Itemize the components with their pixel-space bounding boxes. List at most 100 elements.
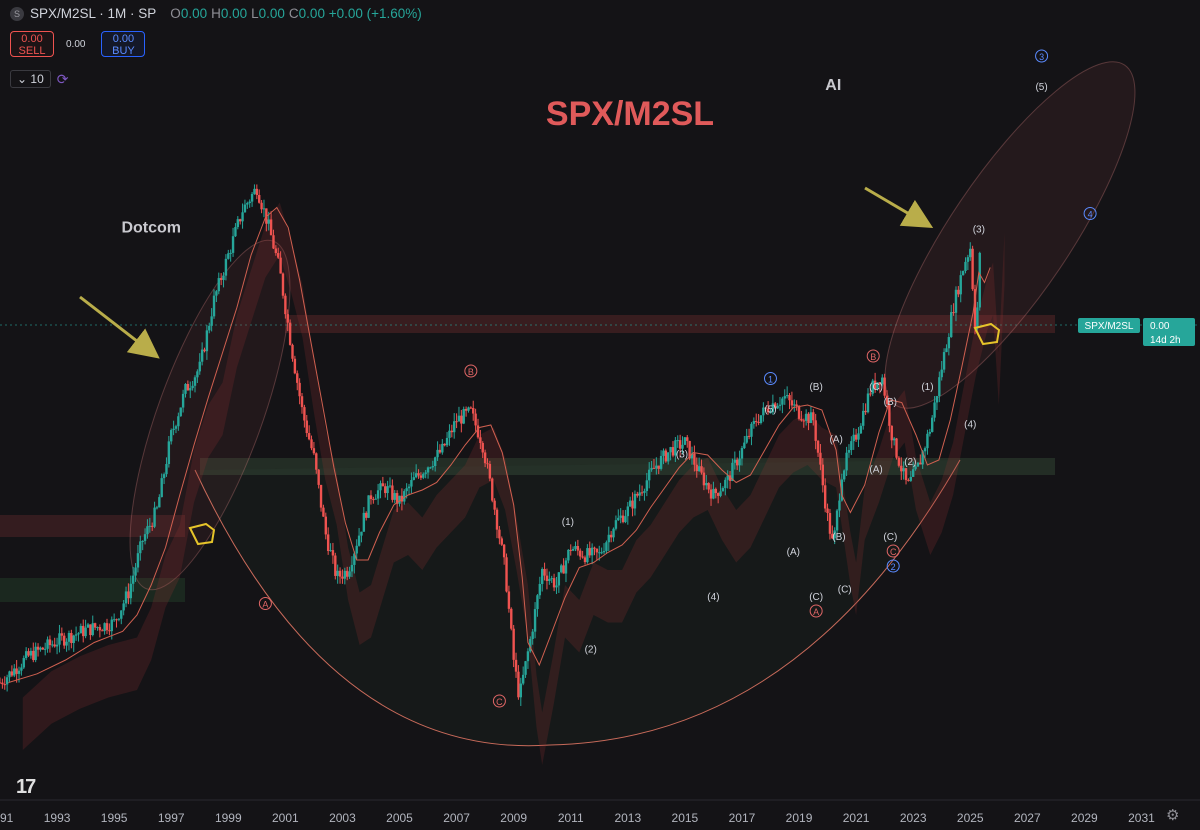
- candle-body: [155, 507, 159, 509]
- candle-body: [343, 570, 347, 579]
- candle-body: [871, 380, 874, 394]
- x-tick-label: 2017: [729, 811, 756, 825]
- candle-body: [141, 540, 144, 542]
- candle-body: [721, 488, 725, 492]
- candle-body: [947, 337, 951, 349]
- candle-body: [441, 443, 444, 453]
- candle-body: [384, 486, 387, 494]
- candle-body: [403, 491, 406, 502]
- candle-body: [757, 422, 760, 424]
- candle-body: [607, 534, 610, 543]
- candle-body: [579, 550, 582, 557]
- indicator-toggle[interactable]: ⌄ 10: [10, 70, 51, 88]
- candle-body: [543, 569, 546, 576]
- candle-body: [17, 670, 21, 674]
- wave-label: (C): [809, 592, 823, 603]
- chart-symbol-title[interactable]: SPX/M2SL · 1M · SP: [30, 6, 157, 21]
- candle-body: [269, 219, 273, 236]
- candle-body: [231, 236, 235, 253]
- candle-body: [467, 407, 470, 411]
- candle-body: [828, 513, 832, 534]
- candle-body: [388, 485, 392, 487]
- candle-body: [381, 483, 385, 487]
- candle-body: [545, 575, 549, 582]
- candle-body: [738, 458, 741, 466]
- candle-body: [933, 402, 936, 418]
- resistance-zone-band: [285, 315, 1055, 333]
- candle-body: [146, 526, 149, 535]
- candle-body: [272, 235, 275, 249]
- candle-body: [847, 450, 851, 453]
- candle-body: [950, 312, 953, 338]
- candle-body: [200, 349, 204, 362]
- price-tag-value-box[interactable]: [1143, 318, 1195, 346]
- candle-body: [966, 257, 970, 262]
- candle-body: [833, 530, 836, 539]
- candle-body: [329, 550, 332, 552]
- candle-body: [474, 413, 477, 426]
- wave-label-circle: [258, 597, 272, 610]
- candle-body: [29, 650, 33, 656]
- candle-body: [353, 553, 356, 565]
- candle-body: [716, 493, 720, 496]
- x-tick-label: 2015: [672, 811, 699, 825]
- candle-body: [34, 646, 37, 661]
- candle-body: [63, 635, 66, 646]
- sell-button[interactable]: 0.00 SELL: [10, 31, 54, 57]
- candle-body: [210, 316, 213, 326]
- candle-body: [438, 449, 442, 453]
- price-tag-countdown: 14d 2h: [1150, 335, 1181, 346]
- candle-body: [372, 499, 375, 501]
- x-tick-label: 2003: [329, 811, 356, 825]
- candle-body: [205, 330, 209, 352]
- symbol-logo-icon: S: [10, 6, 24, 21]
- candle-body: [686, 437, 689, 441]
- candle-body: [448, 430, 451, 438]
- wave-label-circle: [464, 364, 478, 378]
- candle-body: [864, 410, 867, 413]
- buy-button[interactable]: 0.00 BUY: [101, 31, 146, 57]
- candle-body: [395, 493, 399, 504]
- candle-body: [307, 433, 311, 440]
- candle-body: [379, 483, 382, 491]
- candle-body: [628, 500, 632, 507]
- candle-body: [101, 630, 104, 632]
- candle-body: [952, 312, 955, 314]
- sync-icon[interactable]: ⟳: [56, 70, 69, 87]
- candle-body: [198, 361, 201, 372]
- candle-body: [750, 423, 753, 437]
- candle-body: [215, 291, 218, 296]
- moving-average-line: [8, 206, 991, 683]
- candle-body: [702, 472, 706, 486]
- candle-body: [821, 464, 825, 486]
- wave-label: A: [813, 607, 819, 617]
- ohlc-readout: O0.00 H0.00 L0.00 C0.00 +0.00 (+1.60%): [170, 6, 422, 21]
- candle-body: [835, 510, 839, 531]
- candle-body: [733, 459, 737, 463]
- candle-body: [714, 488, 717, 494]
- buy-label: BUY: [112, 45, 135, 57]
- candle-body: [486, 463, 489, 465]
- candle-body: [167, 441, 171, 465]
- wave-label: (1): [562, 517, 574, 528]
- ai-arrow: [864, 186, 934, 229]
- candle-body: [576, 545, 580, 551]
- candle-body: [636, 493, 639, 496]
- chart-header: S SPX/M2SL · 1M · SP O0.00 H0.00 L0.00 C0.0…: [10, 6, 422, 21]
- gear-icon[interactable]: ⚙: [1166, 807, 1180, 824]
- chart-title: SPX/M2SL: [546, 95, 714, 133]
- candle-body: [312, 448, 316, 454]
- candle-body: [291, 344, 294, 359]
- candle-body: [614, 520, 618, 529]
- candle-body: [348, 571, 351, 577]
- candle-body: [697, 466, 701, 472]
- candle-body: [338, 570, 342, 577]
- candle-body: [562, 565, 565, 574]
- candle-body: [600, 552, 603, 554]
- price-tag-symbol-box[interactable]: [1078, 318, 1140, 333]
- candle-body: [804, 413, 808, 421]
- x-tick-label: 2027: [1014, 811, 1041, 825]
- x-tick-label: 2011: [558, 811, 584, 825]
- pointer-hand-icon: [188, 522, 216, 546]
